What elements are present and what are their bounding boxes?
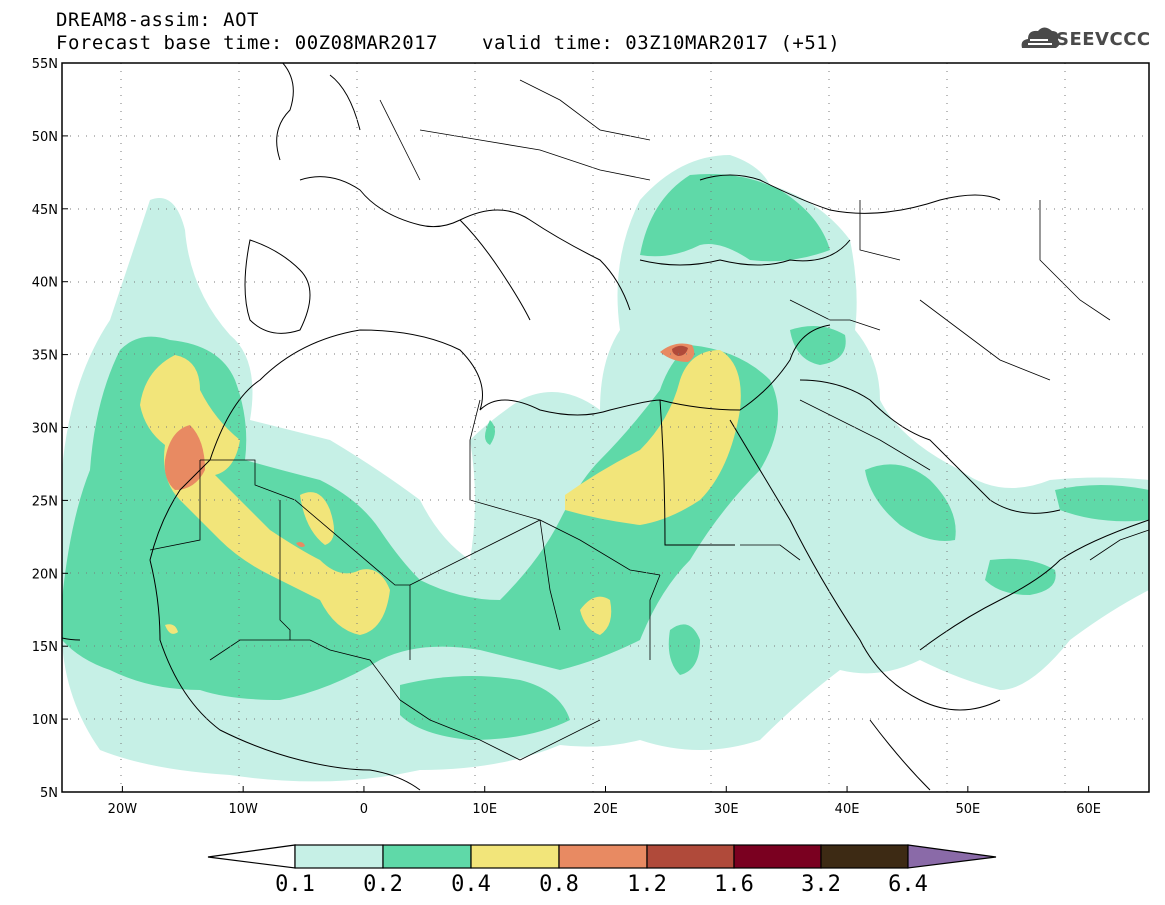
colorbar-swatch-7	[820, 844, 909, 869]
colorbar-label-1-6: 1.6	[714, 872, 754, 897]
x-tick-label: 0	[360, 802, 368, 817]
coastlines	[62, 63, 1149, 792]
y-tick-label: 45N	[32, 203, 58, 218]
forecast-base-time: Forecast base time: 00Z08MAR2017	[56, 32, 439, 54]
x-axis-labels: 20W 10W 0 10E 20E 30E 40E 50E 60E	[108, 802, 1101, 817]
y-tick-label: 25N	[32, 494, 58, 509]
y-axis-labels: 55N 50N 45N 40N 35N 30N 25N 20N 15N 10N 5N	[32, 57, 58, 801]
x-tick-label: 40E	[835, 802, 860, 817]
colorbar-label-0-4: 0.4	[451, 872, 491, 897]
colorbar-label-6-4: 6.4	[888, 872, 928, 897]
y-tick-label: 50N	[32, 130, 58, 145]
y-tick-label: 10N	[32, 713, 58, 728]
colorbar-label-3-2: 3.2	[801, 872, 841, 897]
colorbar-swatch-5	[646, 844, 735, 869]
colorbar-swatch-3	[470, 844, 560, 869]
colorbar-label-0-2: 0.2	[363, 872, 403, 897]
valid-time: valid time: 03Z10MAR2017 (+51)	[482, 32, 841, 54]
map-title: DREAM8-assim: AOT	[56, 9, 259, 31]
colorbar-label-0-1: 0.1	[275, 872, 315, 897]
colorbar-swatch-4	[558, 844, 648, 869]
aot-level-1-2	[672, 345, 688, 356]
axis-ticks	[62, 62, 1090, 793]
cloud-logo-icon	[1021, 27, 1060, 48]
y-tick-label: 35N	[32, 349, 58, 364]
y-tick-label: 30N	[32, 422, 58, 437]
x-tick-label: 50E	[955, 802, 980, 817]
x-tick-label: 20W	[108, 802, 138, 817]
x-tick-label: 30E	[714, 802, 739, 817]
x-tick-label: 20E	[593, 802, 618, 817]
aot-contours	[62, 63, 1149, 792]
colorbar-swatch-6	[733, 844, 822, 869]
y-tick-label: 55N	[32, 57, 58, 72]
y-tick-label: 40N	[32, 276, 58, 291]
colorbar-swatch-1	[294, 844, 384, 869]
colorbar-label-1-2: 1.2	[627, 872, 667, 897]
y-tick-label: 20N	[32, 567, 58, 582]
seevccc-logo: SEEVCCC	[1056, 29, 1151, 50]
colorbar-high-arrow	[907, 844, 997, 869]
x-tick-label: 10W	[228, 802, 258, 817]
y-tick-label: 5N	[40, 786, 58, 801]
y-tick-label: 15N	[32, 640, 58, 655]
colorbar-low-arrow	[207, 844, 296, 869]
colorbar-label-0-8: 0.8	[539, 872, 579, 897]
x-tick-label: 10E	[472, 802, 497, 817]
aot-level-0-4	[140, 350, 741, 635]
x-tick-label: 60E	[1076, 802, 1101, 817]
colorbar	[207, 844, 997, 869]
colorbar-swatch-2	[382, 844, 472, 869]
